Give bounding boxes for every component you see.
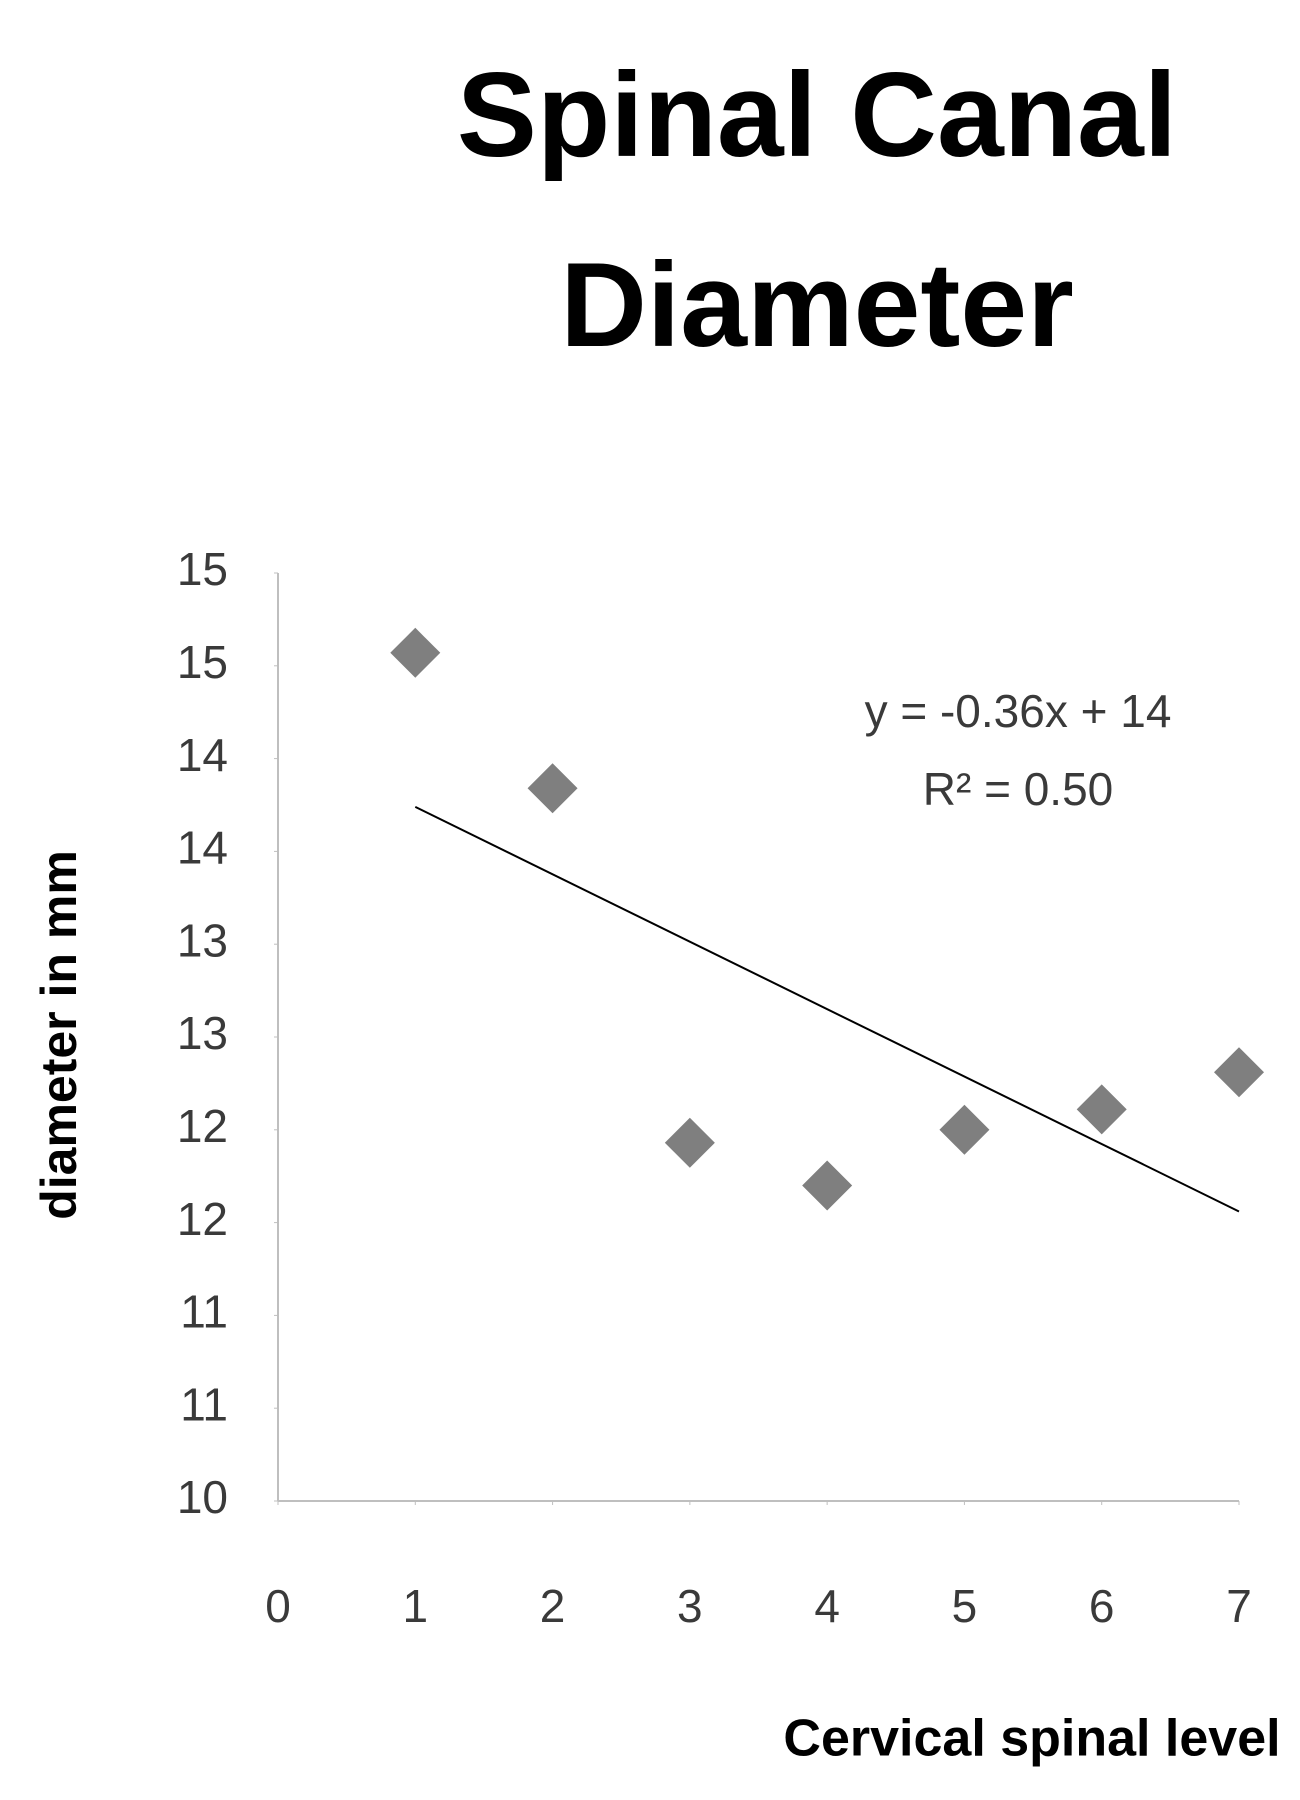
y-tick-label: 11 (180, 1378, 228, 1430)
y-tick-label: 12 (177, 1100, 228, 1152)
trendline (414, 805, 1240, 1213)
data-point (802, 1160, 853, 1211)
trend-equation: y = -0.36x + 14 (865, 685, 1172, 737)
data-point (1076, 1084, 1127, 1135)
data-point (939, 1104, 990, 1155)
data-point (664, 1117, 715, 1168)
x-tick-label: 3 (677, 1580, 703, 1632)
x-axis-title: Cervical spinal level (783, 1710, 1280, 1768)
y-tick-label: 13 (177, 914, 228, 966)
data-point (527, 763, 578, 814)
x-tick-label: 2 (540, 1580, 566, 1632)
y-tick-label: 13 (177, 1007, 228, 1059)
data-point (390, 627, 441, 678)
x-tick-label: 6 (1089, 1580, 1115, 1632)
y-tick-label: 12 (177, 1193, 228, 1245)
y-tick-label: 15 (177, 543, 228, 595)
x-tick-label: 7 (1226, 1580, 1252, 1632)
x-tick-label: 0 (265, 1580, 291, 1632)
chart-title: Spinal Canal Diameter (456, 48, 1178, 372)
x-tick-label: 4 (814, 1580, 840, 1632)
y-axis-title: diameter in mm (31, 850, 87, 1220)
data-point (1214, 1047, 1264, 1098)
y-tick-label: 10 (177, 1471, 228, 1523)
y-tick-label: 14 (177, 822, 228, 874)
x-tick-label: 5 (952, 1580, 978, 1632)
x-tick-label: 1 (402, 1580, 428, 1632)
y-tick-label: 14 (177, 729, 228, 781)
y-tick-label: 15 (177, 636, 228, 688)
y-tick-label: 11 (180, 1286, 228, 1338)
r-squared: R² = 0.50 (923, 763, 1114, 815)
